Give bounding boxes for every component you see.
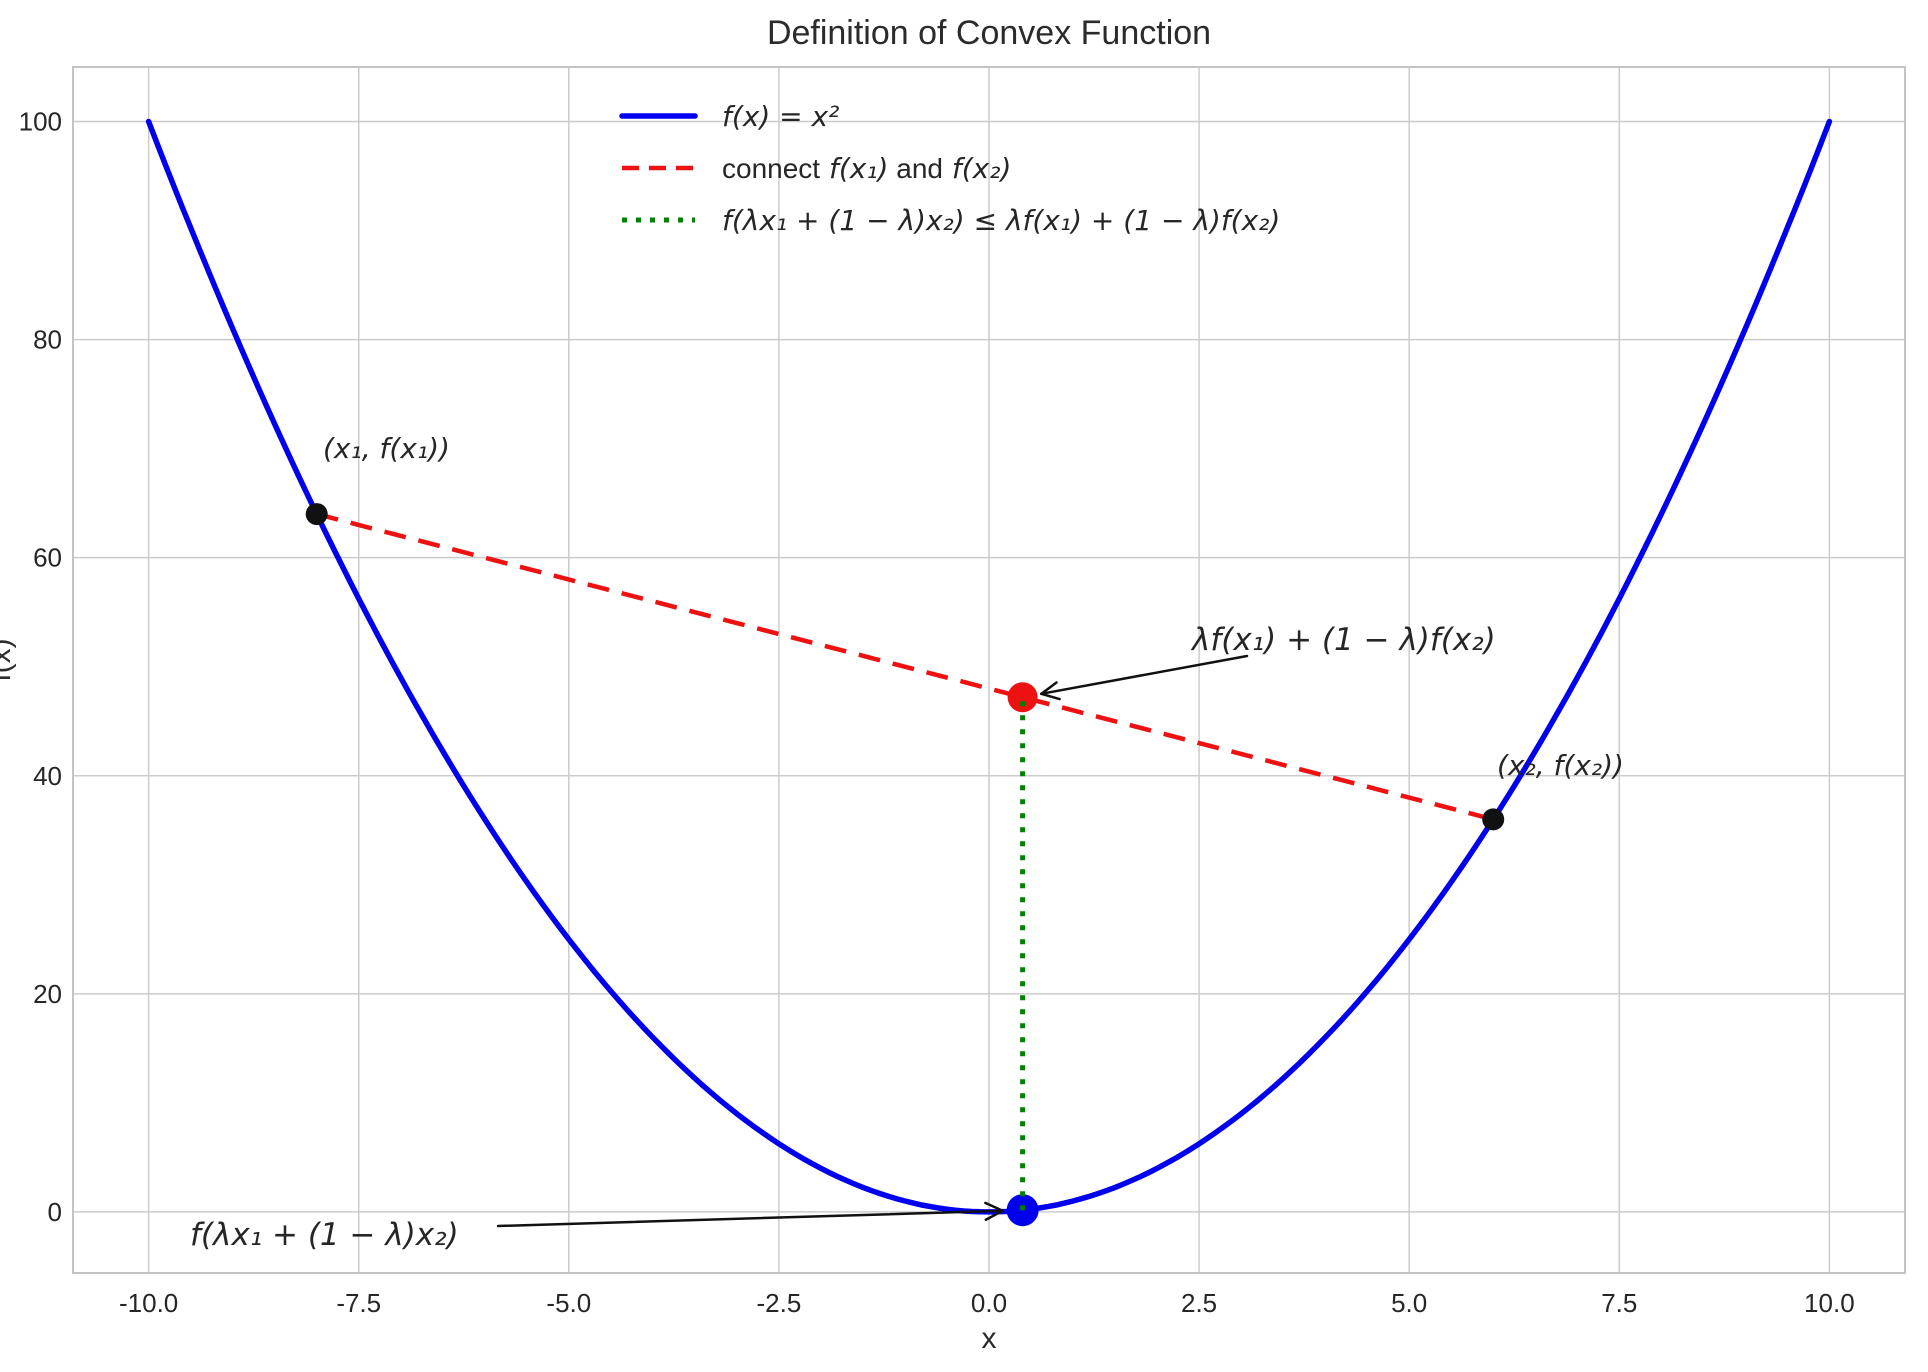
arrow-to-curve-point: [496, 1201, 1004, 1228]
legend: f(x) = x² connect f(x₁) and f(x₂) f(λx₁ …: [619, 100, 1280, 237]
x-tick-label: -2.5: [757, 1288, 802, 1318]
legend-label-inequality: f(λx₁ + (1 − λ)x₂) ≤ λf(x₁) + (1 − λ)f(x…: [722, 204, 1280, 237]
x-tick-label: 10.0: [1804, 1288, 1855, 1318]
y-tick-label: 60: [33, 543, 62, 573]
point-x2: [1482, 808, 1505, 831]
point-x1: [305, 503, 328, 526]
arrow-head: [1040, 692, 1061, 701]
annotation-x1: (x₁, f(x₁)): [323, 432, 450, 465]
annotation-x2: (x₂, f(x₂)): [1497, 749, 1624, 782]
annotation-chord-value: λf(x₁) + (1 − λ)f(x₂): [1190, 622, 1496, 658]
x-tick-label: -5.0: [546, 1288, 591, 1318]
annotation-arrows: [496, 654, 1249, 1228]
x-axis-label: x: [982, 1322, 997, 1355]
point-chord-combination: [1007, 682, 1038, 713]
arrow-head: [984, 1209, 1004, 1221]
x-tick-label: 5.0: [1391, 1288, 1427, 1318]
y-tick-label: 20: [33, 979, 62, 1009]
axis-tick-labels: -10.0 -7.5 -5.0 -2.5 0.0 2.5 5.0 7.5 10.0 0 20 40 60…: [19, 107, 1855, 1318]
y-tick-label: 0: [48, 1197, 62, 1227]
arrow-head: [1040, 681, 1058, 696]
legend-label-curve: f(x) = x²: [722, 100, 839, 133]
chord-line: [316, 511, 1494, 822]
arrow-shaft: [1040, 654, 1249, 696]
arrow-to-chord-point: [1040, 654, 1249, 701]
y-tick-label: 100: [19, 107, 62, 137]
x-tick-label: -7.5: [336, 1288, 381, 1318]
arrow-head: [984, 1201, 1004, 1213]
x-tick-label: 2.5: [1181, 1288, 1217, 1318]
legend-label-chord: connect f(x₁) and f(x₂): [722, 152, 1011, 185]
x-tick-label: 7.5: [1601, 1288, 1637, 1318]
annotation-curve-value: f(λx₁ + (1 − λ)x₂): [190, 1217, 459, 1253]
y-tick-label: 40: [33, 761, 62, 791]
plot-border: [72, 66, 1906, 1274]
chart-title: Definition of Convex Function: [767, 14, 1211, 52]
x-tick-label: 0.0: [971, 1288, 1007, 1318]
y-axis-label: f(x): [0, 638, 17, 681]
y-tick-label: 80: [33, 325, 62, 355]
arrow-shaft: [496, 1209, 1004, 1228]
x-tick-label: -10.0: [119, 1288, 178, 1318]
